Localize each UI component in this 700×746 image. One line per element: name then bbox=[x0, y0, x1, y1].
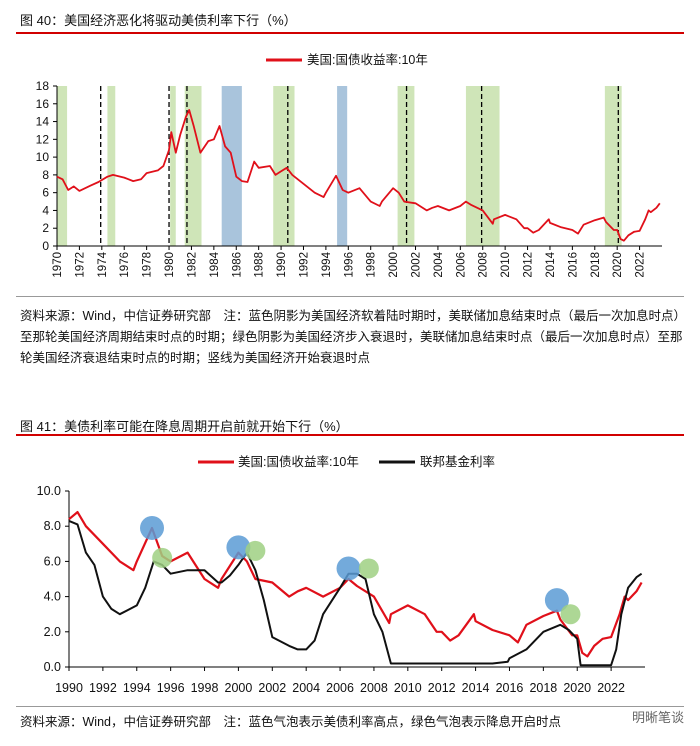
chart1-shade-blue-4 bbox=[221, 86, 242, 246]
figure40-bottom-rule bbox=[16, 296, 684, 297]
chart2-xtick-label: 2006 bbox=[326, 681, 354, 695]
chart1-xtick-label: 1992 bbox=[298, 252, 310, 278]
chart1-shade-blue-6 bbox=[337, 86, 348, 246]
chart1-shade-green-8 bbox=[465, 86, 500, 246]
chart1-xtick-label: 2006 bbox=[455, 252, 467, 278]
chart1-ytick-label: 4 bbox=[42, 203, 49, 217]
chart1-xtick-label: 1976 bbox=[119, 252, 131, 278]
chart2-bubble-green-3 bbox=[245, 540, 266, 561]
chart2-xtick-label: 2002 bbox=[258, 681, 286, 695]
chart2-ytick-label: 2.0 bbox=[44, 625, 61, 639]
chart2-ytick-label: 0.0 bbox=[44, 660, 61, 674]
chart2-bubble-blue-2 bbox=[226, 535, 251, 560]
chart1-ytick-label: 6 bbox=[42, 186, 49, 200]
chart1-shade-green-0 bbox=[57, 86, 68, 246]
figure40-source-note: 资料来源：Wind，中信证券研究部 注：蓝色阴影为美国经济软着陆时期时，美联储加… bbox=[20, 309, 683, 365]
chart2-ytick-label: 10.0 bbox=[37, 484, 61, 498]
chart2-xtick-label: 1990 bbox=[55, 681, 83, 695]
figure41-source-note: 资料来源：Wind，中信证券研究部 注：蓝色气泡表示美债利率高点，绿色气泡表示降… bbox=[20, 715, 561, 729]
figure40-caption-rule bbox=[16, 32, 684, 34]
chart1-xtick-label: 2012 bbox=[523, 252, 535, 278]
chart1-legend-label: 美国:国债收益率:10年 bbox=[307, 52, 428, 67]
chart2-xtick-label: 2016 bbox=[496, 681, 524, 695]
chart1-xtick-label: 1974 bbox=[97, 251, 109, 277]
chart2-xtick-label: 2008 bbox=[360, 681, 388, 695]
chart1-xtick-label: 1998 bbox=[366, 252, 378, 278]
chart2-legend-label-fed: 联邦基金利率 bbox=[420, 454, 495, 469]
chart1-xtick-label: 2014 bbox=[545, 251, 557, 277]
watermark: 明晰笔谈 bbox=[631, 710, 684, 725]
chart1-xtick-label: 2022 bbox=[635, 252, 647, 278]
chart2-xtick-label: 2022 bbox=[597, 681, 625, 695]
chart1-xtick-label: 1994 bbox=[321, 251, 333, 277]
chart1-xtick-label: 2000 bbox=[388, 252, 400, 278]
chart1-ytick-label: 18 bbox=[36, 79, 50, 93]
chart1-shade-green-2 bbox=[170, 86, 176, 246]
chart1-xtick-label: 1988 bbox=[254, 252, 266, 278]
chart2-series-fed-funds bbox=[68, 519, 643, 667]
chart1-xtick-label: 2002 bbox=[411, 252, 423, 278]
chart2-xtick-label: 2010 bbox=[394, 681, 422, 695]
chart1-shade-green-3 bbox=[184, 86, 202, 246]
figure41-caption: 图 41：美债利率可能在降息周期开启前就开始下行（%） bbox=[20, 419, 349, 434]
chart1-ytick-label: 0 bbox=[42, 239, 49, 253]
chart2-xtick-label: 2014 bbox=[462, 681, 490, 695]
chart1-ytick-label: 8 bbox=[42, 168, 49, 182]
chart1-xtick-label: 1980 bbox=[164, 252, 176, 278]
chart1-xtick-label: 1984 bbox=[209, 251, 221, 277]
chart1-xtick-label: 2004 bbox=[433, 251, 445, 277]
chart1-ytick-label: 14 bbox=[36, 115, 50, 129]
chart2-bubble-green-5 bbox=[358, 558, 379, 579]
chart2-xtick-label: 1996 bbox=[157, 681, 185, 695]
chart2-bubble-blue-4 bbox=[336, 556, 361, 581]
chart2-xtick-label: 2020 bbox=[563, 681, 591, 695]
chart1-xtick-label: 2010 bbox=[500, 252, 512, 278]
chart1-ytick-label: 2 bbox=[42, 221, 49, 235]
chart1-ytick-label: 12 bbox=[36, 132, 50, 146]
chart1-ytick-label: 10 bbox=[36, 150, 50, 164]
chart2-bubble-blue-6 bbox=[544, 588, 569, 613]
chart2-bubble-green-7 bbox=[560, 604, 581, 625]
chart2-ytick-label: 8.0 bbox=[44, 519, 61, 533]
chart1-shade-green-1 bbox=[107, 86, 116, 246]
chart2-xtick-label: 2018 bbox=[529, 681, 557, 695]
chart1-xtick-label: 1978 bbox=[142, 252, 154, 278]
chart2-bubble-green-1 bbox=[152, 547, 173, 568]
chart1-ytick-label: 16 bbox=[36, 97, 50, 111]
chart2-xtick-label: 1994 bbox=[123, 681, 151, 695]
chart1-shade-green-9 bbox=[604, 86, 622, 246]
chart2-xtick-label: 2000 bbox=[225, 681, 253, 695]
chart1-xtick-label: 2008 bbox=[478, 252, 490, 278]
chart1-xtick-label: 2020 bbox=[612, 252, 624, 278]
figure40-caption: 图 40：美国经济恶化将驱动美债利率下行（%） bbox=[20, 13, 297, 28]
chart2-ytick-label: 6.0 bbox=[44, 554, 61, 568]
chart1-xtick-label: 1986 bbox=[231, 252, 243, 278]
chart1-xtick-label: 1970 bbox=[52, 252, 64, 278]
chart2-xtick-label: 2012 bbox=[428, 681, 456, 695]
chart2-xtick-label: 1992 bbox=[89, 681, 117, 695]
figure41-caption-rule bbox=[16, 434, 684, 436]
figure41-bottom-rule bbox=[16, 706, 684, 707]
chart2-legend-label-yield: 美国:国债收益率:10年 bbox=[238, 454, 359, 469]
chart2-xtick-label: 2004 bbox=[292, 681, 320, 695]
chart2-xtick-label: 1998 bbox=[191, 681, 219, 695]
chart1-xtick-label: 1982 bbox=[186, 252, 198, 278]
chart1-series-10y-yield bbox=[56, 109, 661, 242]
chart1-xtick-label: 2018 bbox=[590, 252, 602, 278]
chart1-xtick-label: 1990 bbox=[276, 252, 288, 278]
chart1-xtick-label: 1972 bbox=[74, 252, 86, 278]
chart2-bubble-blue-0 bbox=[140, 515, 165, 540]
chart1-xtick-label: 1996 bbox=[343, 252, 355, 278]
chart2-ytick-label: 4.0 bbox=[44, 590, 61, 604]
chart1-xtick-label: 2016 bbox=[567, 252, 579, 278]
chart1-shade-green-5 bbox=[273, 86, 295, 246]
